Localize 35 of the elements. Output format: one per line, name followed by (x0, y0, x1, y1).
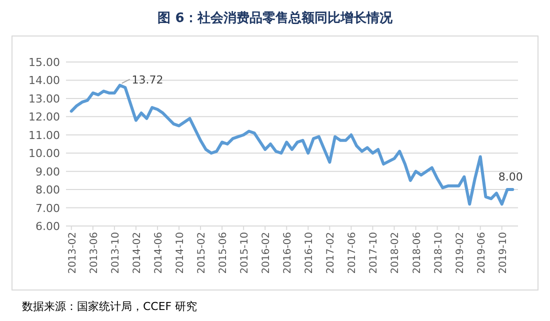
y-tick-label: 11.00 (28, 128, 60, 142)
x-tick-label: 2017-10 (368, 232, 380, 274)
x-tick-label: 2015-06 (218, 232, 230, 274)
chart-title: 图 6：社会消费品零售总额同比增长情况 (158, 10, 394, 26)
x-tick-label: 2018-02 (390, 232, 402, 274)
x-tick-label: 2017-06 (347, 232, 358, 274)
x-tick-label: 2015-10 (240, 232, 251, 274)
y-tick-label: 8.00 (36, 184, 60, 197)
y-tick-label: 12.00 (28, 110, 60, 124)
x-tick-label: 2016-06 (282, 232, 294, 274)
x-tick-label: 2018-06 (412, 232, 423, 274)
x-tick-label: 2013-10 (110, 232, 122, 274)
y-tick-label: 9.00 (36, 165, 60, 178)
x-tick-label: 2013-02 (67, 232, 78, 274)
y-tick-label: 10.00 (28, 147, 60, 160)
x-tick-label: 2014-10 (175, 232, 186, 274)
source-note: 数据来源：国家统计局，CCEF 研究 (22, 300, 198, 313)
x-tick-label: 2019-02 (454, 232, 466, 274)
y-tick-label: 15.00 (28, 56, 60, 69)
x-tick-label: 2014-02 (132, 232, 143, 274)
x-tick-label: 2014-06 (153, 232, 164, 274)
y-tick-label: 7.00 (36, 202, 60, 215)
x-tick-label: 2016-02 (261, 232, 272, 274)
x-tick-label: 2013-06 (88, 232, 100, 274)
x-tick-label: 2018-10 (433, 232, 444, 274)
x-tick-label: 2017-02 (326, 232, 337, 274)
x-tick-label: 2019-10 (498, 232, 509, 274)
x-tick-label: 2015-02 (196, 232, 208, 274)
y-tick-label: 6.00 (36, 220, 60, 233)
x-tick-label: 2016-10 (304, 232, 316, 274)
y-tick-label: 13.00 (28, 92, 60, 106)
y-tick-label: 14.00 (28, 74, 60, 88)
annotation: 8.00 (498, 170, 523, 184)
annotation: 13.72 (132, 73, 164, 86)
x-tick-label: 2019-06 (476, 232, 488, 274)
